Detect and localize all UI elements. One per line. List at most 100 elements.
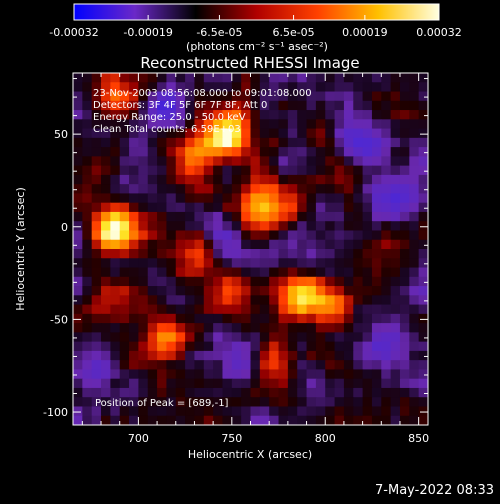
heatmap-cell <box>278 323 289 333</box>
heatmap-cell <box>203 397 214 408</box>
heatmap-cell <box>101 406 111 417</box>
heatmap-cell <box>213 230 224 241</box>
heatmap-cell <box>222 147 233 157</box>
heatmap-cell <box>306 221 317 232</box>
heatmap-cell <box>138 415 149 425</box>
heatmap-cell <box>129 73 139 83</box>
heatmap-cell <box>73 128 83 139</box>
heatmap-cell <box>287 397 298 408</box>
heatmap-cell <box>203 73 214 83</box>
heatmap-cell <box>222 360 233 371</box>
x-tick-label: 750 <box>221 432 242 445</box>
heatmap-cell <box>213 323 224 333</box>
heatmap-cell <box>213 221 224 232</box>
heatmap-cell <box>390 239 401 250</box>
heatmap-cell <box>185 230 196 241</box>
heatmap-cell <box>138 397 149 408</box>
heatmap-cell <box>82 415 93 425</box>
heatmap-cell <box>213 267 224 278</box>
heatmap-cell <box>147 341 158 352</box>
heatmap-cell <box>175 332 186 343</box>
heatmap-cell <box>166 137 177 148</box>
heatmap-cell <box>269 147 280 157</box>
heatmap-cell <box>91 147 102 157</box>
heatmap-cell <box>306 156 317 167</box>
heatmap-cell <box>138 147 149 157</box>
heatmap-cell <box>91 156 102 167</box>
heatmap-cell <box>362 332 373 343</box>
heatmap-cell <box>409 360 420 371</box>
heatmap-cell <box>91 350 102 361</box>
heatmap-cell <box>381 304 392 315</box>
heatmap-cell <box>306 415 317 425</box>
heatmap-cell <box>231 387 242 398</box>
heatmap-cell <box>418 369 428 380</box>
heatmap-cell <box>334 332 345 343</box>
heatmap-cell <box>325 276 336 287</box>
heatmap-cell <box>82 239 93 250</box>
heatmap-cell <box>269 304 280 315</box>
heatmap-cell <box>222 119 233 130</box>
heatmap-cell <box>73 258 83 269</box>
heatmap-cell <box>390 165 401 176</box>
heatmap-cell <box>287 332 298 343</box>
heatmap-cell <box>138 304 149 315</box>
heatmap-cell <box>269 211 280 222</box>
heatmap-cell <box>185 276 196 287</box>
heatmap-cell <box>91 193 102 204</box>
heatmap-cell <box>203 387 214 398</box>
heatmap-cell <box>418 165 428 176</box>
heatmap-cell <box>119 193 130 204</box>
heatmap-cell <box>119 110 130 120</box>
heatmap-cell <box>138 174 149 185</box>
heatmap-cell <box>325 211 336 222</box>
heatmap-cell <box>157 350 168 361</box>
heatmap-cell <box>194 100 205 111</box>
heatmap-cell <box>287 221 298 232</box>
y-axis-label: Heliocentric Y (arcsec) <box>14 187 27 311</box>
heatmap-cell <box>147 249 158 259</box>
heatmap-cell <box>91 165 102 176</box>
heatmap-cell <box>147 295 158 306</box>
heatmap-cell <box>110 313 121 324</box>
heatmap-cell <box>110 147 121 157</box>
heatmap-cell <box>399 128 410 139</box>
heatmap-cell <box>203 91 214 102</box>
heatmap-cell <box>101 174 111 185</box>
heatmap-cell <box>91 304 102 315</box>
heatmap-cell <box>222 304 233 315</box>
heatmap-cell <box>325 193 336 204</box>
heatmap-cell <box>343 276 354 287</box>
heatmap-cell <box>287 165 298 176</box>
heatmap-cell <box>110 360 121 371</box>
heatmap-cell <box>138 156 149 167</box>
heatmap-cell <box>166 165 177 176</box>
heatmap-cell <box>409 184 420 195</box>
heatmap-cell <box>222 350 233 361</box>
heatmap-cell <box>222 415 233 425</box>
heatmap-cell <box>91 286 102 296</box>
heatmap-cell <box>250 82 261 93</box>
heatmap-cell <box>399 165 410 176</box>
heatmap-cell <box>306 332 317 343</box>
colorbar-tick-label: -0.00032 <box>49 26 98 39</box>
heatmap-cell <box>250 91 261 102</box>
heatmap-cell <box>353 110 364 120</box>
heatmap-cell <box>110 193 121 204</box>
heatmap-cell <box>194 267 205 278</box>
heatmap-cell <box>269 137 280 148</box>
heatmap-cell <box>157 202 168 213</box>
heatmap-cell <box>381 128 392 139</box>
heatmap-cell <box>147 276 158 287</box>
heatmap-cell <box>231 332 242 343</box>
heatmap-cell <box>418 174 428 185</box>
heatmap-cell <box>371 174 382 185</box>
heatmap-cell <box>306 82 317 93</box>
heatmap-cell <box>381 230 392 241</box>
heatmap-cell <box>222 341 233 352</box>
heatmap-cell <box>297 406 308 417</box>
heatmap-cell <box>203 369 214 380</box>
heatmap-cell <box>250 406 261 417</box>
heatmap-cell <box>259 119 270 130</box>
heatmap-cell <box>371 165 382 176</box>
